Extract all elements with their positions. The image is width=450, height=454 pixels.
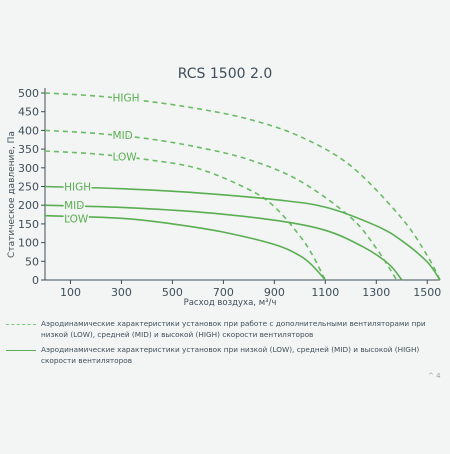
y-tick-label: 500 xyxy=(18,87,39,100)
x-tick-label: 1500 xyxy=(413,286,441,299)
y-tick-label: 100 xyxy=(18,237,39,250)
legend-dashed-line-swatch xyxy=(6,324,36,325)
x-axis-label: Расход воздуха, м³/ч xyxy=(184,298,277,308)
y-tick-label: 0 xyxy=(32,274,39,287)
legend-solid-line-swatch xyxy=(6,350,36,351)
series-label-solid-low: LOW xyxy=(64,213,89,225)
x-tick-label: 1100 xyxy=(311,286,339,299)
y-tick-label: 150 xyxy=(18,218,39,231)
x-tick-label: 700 xyxy=(213,286,234,299)
legend: Аэродинамические характеристики установо… xyxy=(6,318,444,370)
y-tick-label: 250 xyxy=(18,181,39,194)
x-tick-label: 1300 xyxy=(362,286,390,299)
series-label-solid-high: HIGH xyxy=(64,182,91,194)
series-label-dashed-low: LOW xyxy=(113,152,138,164)
legend-item-dashed: Аэродинамические характеристики установо… xyxy=(6,318,444,340)
series-label-dashed-high: HIGH xyxy=(113,92,140,104)
series-label-dashed-mid: MID xyxy=(113,130,133,142)
y-tick-label: 400 xyxy=(18,124,39,137)
series-label-solid-mid: MID xyxy=(64,200,84,212)
series-line-dashed-mid xyxy=(44,129,398,281)
x-tick-label: 300 xyxy=(111,286,132,299)
x-tick-label: 900 xyxy=(264,286,285,299)
series-line-solid-mid xyxy=(44,204,403,281)
y-tick-label: 50 xyxy=(25,255,39,268)
series-line-dashed-high xyxy=(44,92,441,281)
y-tick-label: 300 xyxy=(18,162,39,175)
y-tick-label: 200 xyxy=(18,199,39,212)
footer-mark: ^ 4 xyxy=(428,372,441,380)
y-tick-label: 350 xyxy=(18,143,39,156)
series-line-solid-low xyxy=(44,214,326,281)
series-line-dashed-low xyxy=(44,150,327,281)
y-axis-label: Статическое давление, Па xyxy=(7,131,17,258)
series-line-solid-high xyxy=(44,185,441,281)
chart-title: RCS 1500 2.0 xyxy=(178,66,273,82)
x-tick-label: 500 xyxy=(162,286,183,299)
legend-dashed-text: Аэродинамические характеристики установо… xyxy=(41,319,426,339)
y-tick-label: 450 xyxy=(18,106,39,119)
legend-solid-text: Аэродинамические характеристики установо… xyxy=(41,345,420,365)
legend-item-solid: Аэродинамические характеристики установо… xyxy=(6,344,444,366)
x-tick-label: 100 xyxy=(60,286,81,299)
